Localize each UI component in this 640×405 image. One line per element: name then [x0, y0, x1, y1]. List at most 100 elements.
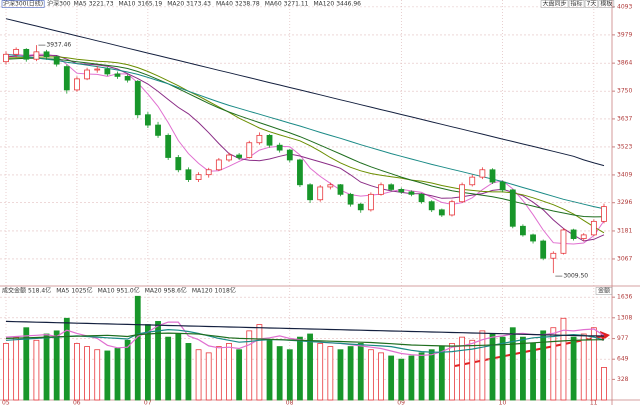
volume-bar: [175, 333, 182, 401]
y-tick-label: 3296: [617, 199, 632, 206]
candle-body: [560, 229, 567, 254]
candle-body: [520, 225, 526, 236]
volume-bar: [43, 333, 50, 401]
x-tick-label: 10: [499, 400, 507, 405]
volume-bar: [520, 336, 526, 401]
volume-bar: [155, 321, 161, 401]
candle-body: [479, 169, 486, 178]
legend-value: 3165.19: [137, 1, 162, 8]
volume-bar: [307, 333, 313, 401]
volume-bar: [226, 343, 232, 401]
toolbar-button[interactable]: 7天: [587, 1, 597, 8]
volume-bar: [530, 343, 536, 401]
candle-body: [398, 189, 405, 193]
candle-body: [226, 154, 232, 161]
candle-body: [286, 149, 293, 161]
candle-body: [13, 48, 20, 55]
candle-body: [43, 51, 50, 58]
volume-bar: [601, 367, 607, 401]
candle-body: [499, 181, 506, 191]
trend-arrowhead: [600, 331, 610, 341]
volume-bar: [570, 336, 577, 401]
volume-bar: [215, 346, 222, 401]
candle-body: [94, 68, 101, 71]
toolbar-button[interactable]: 大盘同步: [543, 0, 567, 8]
candle-body: [84, 69, 90, 80]
x-tick-label: 08: [286, 400, 294, 405]
volume-bar: [580, 333, 587, 401]
volume-bar: [540, 330, 547, 401]
x-tick-label: 06: [73, 400, 81, 405]
volume-bar: [165, 336, 172, 401]
volume-bar: [185, 343, 192, 401]
y-tick-label: 3181: [617, 227, 632, 234]
candle-body: [205, 169, 212, 176]
legend-value: 3238.78: [235, 1, 260, 8]
x-tick-label: 09: [397, 400, 405, 405]
volume-bar: [63, 317, 70, 401]
panel-button[interactable]: 金额: [598, 287, 610, 295]
volume-bar: [357, 343, 364, 401]
volume-bar: [94, 349, 101, 401]
legend-value: 3271.11: [284, 1, 309, 8]
volume-bar: [246, 330, 253, 401]
volume-bar: [347, 346, 354, 401]
volume-bar: [449, 343, 455, 401]
candle-body: [449, 201, 455, 216]
candle-body: [317, 186, 324, 201]
y-tick-label: 3409: [617, 171, 632, 178]
legend-name: MA5: [74, 1, 87, 8]
legend-name: MA120: [313, 1, 334, 8]
candle-body: [155, 124, 161, 136]
volume-bar: [104, 350, 111, 401]
y-tick-label: 3067: [617, 255, 632, 262]
volume-bar: [84, 346, 90, 401]
toolbar-button[interactable]: 指标: [571, 0, 583, 8]
candle-body: [23, 48, 30, 60]
annotation-label: 3009.50: [563, 273, 588, 280]
volume-bar: [418, 352, 425, 401]
candle-body: [418, 193, 425, 203]
candle-body: [33, 51, 40, 60]
x-tick-label: 05: [2, 400, 10, 405]
y-tick-label: 3637: [617, 115, 632, 122]
candle-body: [307, 184, 313, 201]
ma-line: [5, 56, 605, 234]
candle-body: [256, 134, 263, 144]
toolbar-button[interactable]: 模板: [600, 0, 612, 8]
candle-body: [114, 73, 121, 77]
legend-name: MA40: [216, 1, 233, 8]
volume-bar: [378, 352, 384, 401]
volume-bar: [337, 349, 344, 401]
volume-bar: [23, 327, 30, 401]
volume-bar: [33, 339, 40, 401]
candle-body: [438, 209, 445, 216]
volume-bar: [266, 339, 273, 401]
volume-bar: [286, 349, 293, 401]
legend-name: MA20: [167, 1, 184, 8]
x-tick-label: 11: [590, 400, 598, 405]
volume-bar: [428, 349, 435, 401]
candle-body: [165, 134, 172, 158]
toolbar-button-box: [598, 0, 615, 8]
annotation-label: 3937.46: [46, 42, 71, 49]
candle-body: [195, 174, 202, 180]
legend-name: MA60: [265, 1, 282, 8]
volume-bar: [256, 324, 263, 401]
volume-bar: [13, 336, 20, 401]
candle-body: [327, 184, 334, 188]
candle-body: [53, 56, 60, 65]
candle-body: [590, 220, 597, 236]
candle-body: [601, 206, 607, 222]
volume-bar: [388, 355, 395, 401]
candle-body: [246, 142, 253, 158]
y-tick-label: 977: [617, 335, 629, 342]
toolbar-button-box: [568, 0, 585, 8]
y-tick-label: 3979: [617, 31, 632, 38]
title-box: [1, 0, 45, 8]
legend-value: 3173.43: [186, 1, 211, 8]
volume-bar: [489, 333, 496, 401]
candle-body: [459, 184, 466, 203]
volume-bar: [53, 330, 60, 401]
